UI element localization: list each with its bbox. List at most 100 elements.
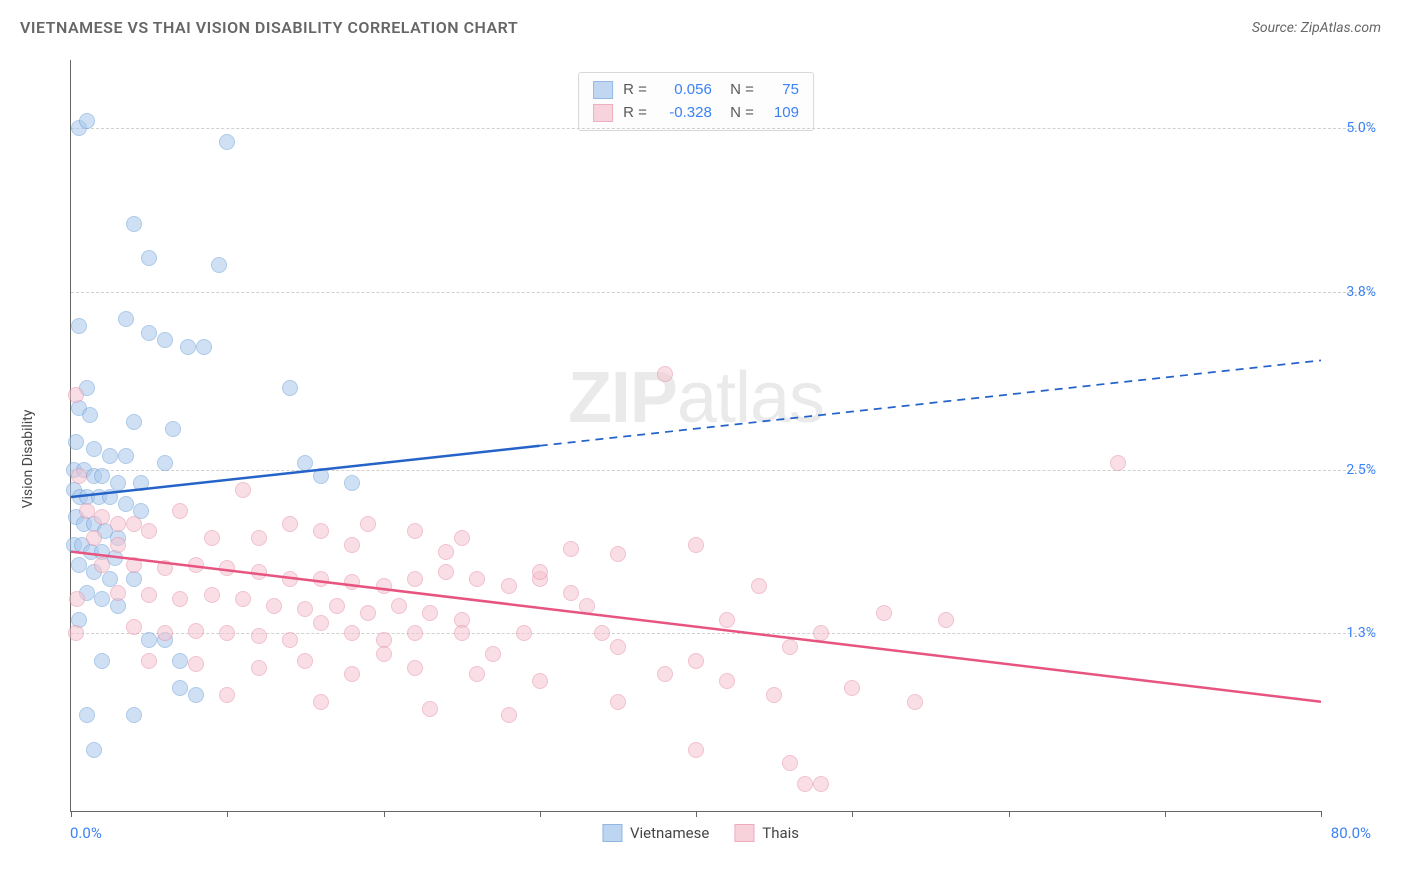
data-point <box>69 591 85 607</box>
legend-swatch <box>602 824 622 842</box>
data-point <box>110 598 126 614</box>
y-tick-label: 3.8% <box>1346 284 1376 300</box>
correlation-legend: R =0.056 N =75R =-0.328 N =109 <box>578 72 814 131</box>
data-point <box>172 680 188 696</box>
x-tick <box>384 811 385 817</box>
data-point <box>94 468 110 484</box>
data-point <box>68 625 84 641</box>
data-point <box>407 625 423 641</box>
data-point <box>344 574 360 590</box>
x-tick <box>1009 811 1010 817</box>
data-point <box>141 653 157 669</box>
plot-area: ZIPatlas R =0.056 N =75R =-0.328 N =109 … <box>70 60 1321 812</box>
data-point <box>782 755 798 771</box>
gridline <box>71 292 1371 293</box>
data-point <box>211 257 227 273</box>
data-point <box>282 571 298 587</box>
x-tick <box>1321 811 1322 817</box>
data-point <box>188 687 204 703</box>
data-point <box>313 615 329 631</box>
y-tick-label: 1.3% <box>1346 625 1376 641</box>
data-point <box>376 646 392 662</box>
data-point <box>282 632 298 648</box>
data-point <box>344 625 360 641</box>
data-point <box>469 571 485 587</box>
data-point <box>196 339 212 355</box>
legend-swatch <box>593 104 613 122</box>
data-point <box>204 530 220 546</box>
data-point <box>126 619 142 635</box>
data-point <box>157 332 173 348</box>
data-point <box>516 625 532 641</box>
data-point <box>110 585 126 601</box>
data-point <box>172 591 188 607</box>
data-point <box>126 216 142 232</box>
data-point <box>165 421 181 437</box>
data-point <box>782 639 798 655</box>
data-point <box>251 660 267 676</box>
data-point <box>86 742 102 758</box>
data-point <box>938 612 954 628</box>
data-point <box>563 585 579 601</box>
data-point <box>579 598 595 614</box>
data-point <box>391 598 407 614</box>
data-point <box>454 625 470 641</box>
legend-series-item: Thais <box>734 824 799 842</box>
data-point <box>219 134 235 150</box>
x-tick <box>71 811 72 817</box>
data-point <box>297 653 313 669</box>
data-point <box>469 666 485 682</box>
data-point <box>68 387 84 403</box>
data-point <box>501 578 517 594</box>
data-point <box>141 523 157 539</box>
data-point <box>86 441 102 457</box>
data-point <box>407 660 423 676</box>
data-point <box>235 482 251 498</box>
data-point <box>102 448 118 464</box>
data-point <box>188 656 204 672</box>
data-point <box>180 339 196 355</box>
data-point <box>344 666 360 682</box>
x-tick <box>852 811 853 817</box>
data-point <box>751 578 767 594</box>
data-point <box>532 564 548 580</box>
x-tick <box>227 811 228 817</box>
n-value: 109 <box>764 102 799 125</box>
data-point <box>657 366 673 382</box>
x-tick <box>696 811 697 817</box>
data-point <box>141 632 157 648</box>
data-point <box>204 587 220 603</box>
data-point <box>94 509 110 525</box>
data-point <box>719 612 735 628</box>
data-point <box>94 557 110 573</box>
data-point <box>126 557 142 573</box>
n-label: N = <box>722 79 754 102</box>
chart-container: Vision Disability ZIPatlas R =0.056 N =7… <box>20 50 1381 852</box>
legend-stat-row: R =0.056 N =75 <box>593 79 799 102</box>
data-point <box>157 625 173 641</box>
data-point <box>71 557 87 573</box>
source-attribution: Source: ZipAtlas.com <box>1252 20 1381 36</box>
data-point <box>133 475 149 491</box>
data-point <box>563 541 579 557</box>
n-value: 75 <box>764 79 799 102</box>
data-point <box>157 455 173 471</box>
r-label: R = <box>623 79 647 102</box>
data-point <box>485 646 501 662</box>
data-point <box>657 666 673 682</box>
data-point <box>79 113 95 129</box>
data-point <box>376 578 392 594</box>
y-tick-label: 5.0% <box>1346 120 1376 136</box>
data-point <box>219 625 235 641</box>
data-point <box>126 516 142 532</box>
legend-stat-row: R =-0.328 N =109 <box>593 102 799 125</box>
data-point <box>251 564 267 580</box>
data-point <box>329 598 345 614</box>
data-point <box>313 523 329 539</box>
data-point <box>71 468 87 484</box>
data-point <box>172 653 188 669</box>
x-axis-max-label: 80.0% <box>1331 824 1371 842</box>
data-point <box>438 564 454 580</box>
legend-series-label: Vietnamese <box>630 824 709 842</box>
data-point <box>282 516 298 532</box>
